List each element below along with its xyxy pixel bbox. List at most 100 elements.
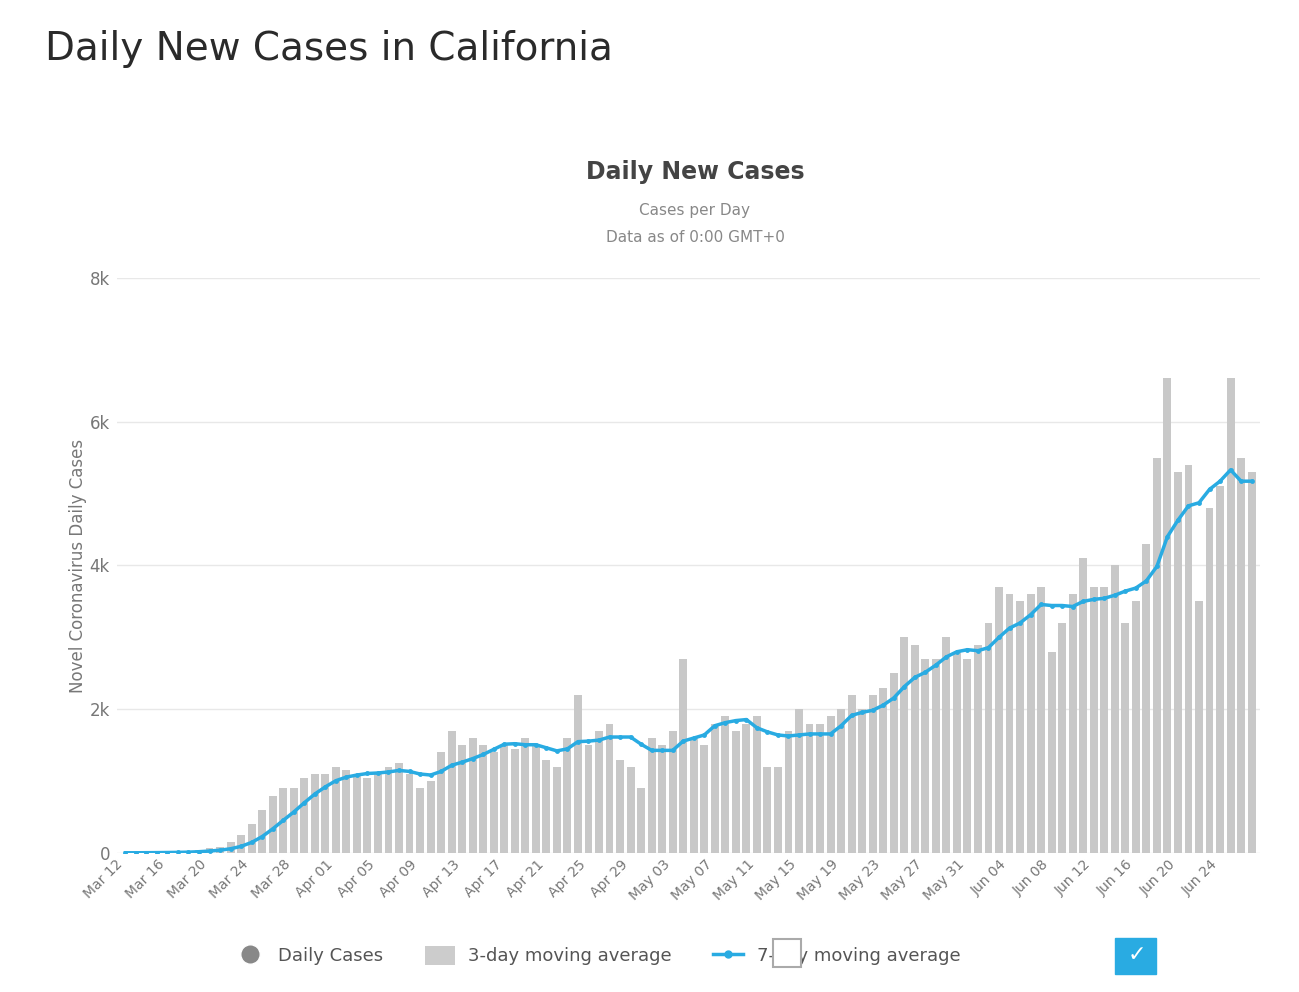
Bar [1100, 587, 1108, 853]
Bar [438, 752, 446, 853]
Bar [1121, 623, 1129, 853]
Bar [469, 738, 477, 853]
Bar [1037, 587, 1044, 853]
Bar [848, 694, 856, 853]
Bar [785, 731, 792, 853]
Bar [416, 789, 423, 853]
Bar [869, 694, 877, 853]
Bar [1005, 594, 1013, 853]
Bar [679, 659, 687, 853]
Bar [859, 709, 866, 853]
Bar [1090, 587, 1098, 853]
Bar [974, 645, 982, 853]
Bar [995, 587, 1003, 853]
Bar [269, 796, 277, 853]
Text: Data as of 0:00 GMT+0: Data as of 0:00 GMT+0 [605, 230, 785, 245]
Bar [1142, 544, 1151, 853]
Bar [1048, 652, 1056, 853]
Bar [879, 687, 887, 853]
Bar [395, 763, 403, 853]
Bar [595, 731, 603, 853]
Bar [1164, 378, 1172, 853]
Bar [259, 809, 266, 853]
Bar [711, 724, 718, 853]
Bar [585, 745, 592, 853]
Bar [543, 760, 551, 853]
Bar [333, 767, 340, 853]
Bar [1026, 594, 1034, 853]
Bar [637, 789, 646, 853]
Bar [174, 852, 182, 853]
Bar [921, 659, 929, 853]
Bar [1195, 601, 1203, 853]
Bar [490, 752, 498, 853]
Bar [942, 638, 951, 853]
Bar [1205, 508, 1213, 853]
Text: ✓: ✓ [1128, 945, 1146, 965]
Text: Daily New Cases: Daily New Cases [586, 160, 804, 184]
Bar [985, 623, 992, 853]
Bar [1237, 457, 1244, 853]
Bar [500, 745, 508, 853]
Bar [353, 774, 361, 853]
Bar [953, 652, 961, 853]
Bar [343, 771, 351, 853]
Bar [405, 774, 413, 853]
Bar [226, 842, 235, 853]
Bar [290, 789, 297, 853]
Bar [700, 745, 708, 853]
Bar [1069, 594, 1077, 853]
Bar [648, 738, 656, 853]
Bar [531, 745, 540, 853]
Bar [564, 738, 572, 853]
Bar [364, 778, 372, 853]
Bar [459, 745, 466, 853]
Bar [1247, 472, 1256, 853]
Bar [300, 778, 308, 853]
Bar [511, 749, 518, 853]
Bar [216, 846, 223, 853]
Legend: Daily Cases, 3-day moving average, 7-day moving average: Daily Cases, 3-day moving average, 7-day… [226, 937, 969, 974]
Bar [626, 767, 634, 853]
Bar [1059, 623, 1066, 853]
Bar [890, 674, 898, 853]
Bar [721, 716, 729, 853]
Bar [448, 731, 456, 853]
Bar [195, 849, 203, 853]
Text: Daily New Cases in California: Daily New Cases in California [45, 30, 613, 67]
Bar [1016, 601, 1024, 853]
Bar [238, 835, 246, 853]
Bar [731, 731, 740, 853]
Bar [1079, 558, 1087, 853]
Bar [310, 774, 318, 853]
Y-axis label: Novel Coronavirus Daily Cases: Novel Coronavirus Daily Cases [69, 438, 87, 692]
Bar [659, 745, 666, 853]
Bar [795, 709, 803, 853]
Bar [521, 738, 529, 853]
Bar [248, 824, 256, 853]
Bar [574, 694, 582, 853]
Bar [279, 789, 287, 853]
Bar [900, 638, 908, 853]
Text: Cases per Day: Cases per Day [639, 203, 751, 218]
Bar [385, 767, 392, 853]
Bar [931, 659, 939, 853]
Bar [1216, 486, 1224, 853]
Bar [743, 724, 751, 853]
Bar [764, 767, 772, 853]
Bar [164, 852, 171, 853]
Bar [911, 645, 918, 853]
Bar [321, 774, 329, 853]
Bar [479, 745, 487, 853]
Bar [753, 716, 761, 853]
Bar [669, 731, 677, 853]
Bar [816, 724, 824, 853]
Bar [553, 767, 561, 853]
Bar [1111, 565, 1118, 853]
Bar [616, 760, 624, 853]
Bar [1226, 378, 1234, 853]
Bar [964, 659, 972, 853]
Bar [374, 774, 382, 853]
Bar [774, 767, 782, 853]
Bar [426, 782, 435, 853]
